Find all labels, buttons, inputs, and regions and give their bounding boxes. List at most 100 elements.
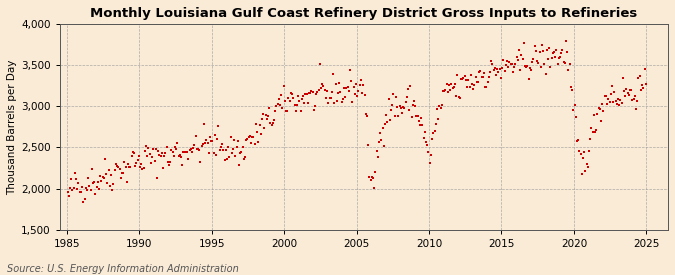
Point bbox=[379, 144, 389, 148]
Point bbox=[86, 167, 97, 172]
Point bbox=[422, 142, 433, 147]
Point bbox=[91, 185, 102, 189]
Point bbox=[431, 122, 441, 126]
Point bbox=[105, 183, 115, 188]
Point bbox=[595, 119, 606, 123]
Point bbox=[253, 140, 264, 144]
Point bbox=[585, 137, 595, 141]
Point bbox=[442, 90, 453, 94]
Point bbox=[287, 92, 298, 96]
Point bbox=[413, 119, 424, 123]
Point bbox=[330, 81, 341, 86]
Point bbox=[516, 53, 526, 57]
Point bbox=[180, 150, 190, 154]
Point bbox=[306, 88, 317, 93]
Point bbox=[352, 94, 362, 98]
Point bbox=[256, 117, 267, 121]
Point bbox=[211, 153, 221, 157]
Point bbox=[433, 116, 443, 121]
Point bbox=[394, 104, 405, 108]
Point bbox=[445, 88, 456, 92]
Point bbox=[622, 90, 633, 95]
Point bbox=[364, 175, 375, 179]
Point bbox=[279, 98, 290, 103]
Point bbox=[125, 165, 136, 170]
Point bbox=[62, 190, 73, 194]
Point bbox=[421, 140, 431, 144]
Point bbox=[347, 100, 358, 104]
Point bbox=[575, 152, 586, 156]
Point bbox=[336, 99, 347, 104]
Point bbox=[82, 188, 92, 192]
Point bbox=[113, 165, 124, 170]
Point bbox=[520, 64, 531, 68]
Point bbox=[457, 77, 468, 81]
Point bbox=[111, 162, 122, 166]
Point bbox=[214, 147, 225, 152]
Point bbox=[554, 56, 564, 60]
Point bbox=[618, 89, 629, 93]
Point bbox=[313, 88, 324, 92]
Point bbox=[134, 164, 145, 169]
Point bbox=[402, 94, 412, 99]
Point bbox=[163, 163, 174, 167]
Point bbox=[472, 80, 483, 84]
Point bbox=[508, 70, 518, 74]
Point bbox=[398, 104, 408, 109]
Point bbox=[375, 130, 385, 135]
Point bbox=[312, 90, 323, 94]
Point bbox=[100, 157, 111, 162]
Point bbox=[244, 134, 255, 138]
Point bbox=[171, 147, 182, 152]
Point bbox=[404, 108, 414, 112]
Point bbox=[393, 114, 404, 118]
Point bbox=[134, 153, 144, 158]
Point bbox=[535, 65, 546, 69]
Point bbox=[67, 188, 78, 192]
Point bbox=[219, 158, 230, 162]
Point bbox=[638, 86, 649, 90]
Point bbox=[286, 90, 296, 95]
Point bbox=[305, 91, 316, 95]
Point bbox=[365, 178, 376, 182]
Point bbox=[283, 95, 294, 100]
Point bbox=[435, 106, 446, 111]
Point bbox=[593, 106, 604, 110]
Point bbox=[97, 174, 108, 179]
Point bbox=[300, 92, 310, 96]
Point bbox=[502, 59, 512, 63]
Point bbox=[209, 151, 219, 156]
Point bbox=[231, 145, 242, 149]
Point bbox=[483, 75, 494, 79]
Point bbox=[292, 103, 302, 107]
Point bbox=[385, 117, 396, 122]
Point bbox=[626, 88, 637, 92]
Point bbox=[173, 154, 184, 158]
Point bbox=[190, 133, 201, 138]
Point bbox=[567, 88, 578, 93]
Point bbox=[120, 165, 131, 169]
Point bbox=[260, 112, 271, 117]
Point bbox=[560, 61, 570, 65]
Point bbox=[224, 155, 235, 159]
Point bbox=[207, 139, 218, 143]
Point bbox=[550, 55, 561, 59]
Point bbox=[290, 109, 301, 113]
Point bbox=[503, 65, 514, 70]
Point bbox=[73, 181, 84, 185]
Point bbox=[382, 120, 393, 124]
Point bbox=[356, 78, 367, 82]
Point bbox=[589, 113, 599, 117]
Point bbox=[103, 168, 114, 172]
Point bbox=[616, 101, 627, 106]
Point bbox=[166, 147, 177, 152]
Point bbox=[130, 164, 140, 169]
Point bbox=[322, 89, 333, 94]
Point bbox=[197, 142, 208, 146]
Point bbox=[220, 147, 231, 152]
Point bbox=[282, 109, 293, 113]
Point bbox=[293, 94, 304, 98]
Point bbox=[437, 89, 448, 94]
Point bbox=[84, 184, 95, 189]
Point bbox=[353, 88, 364, 93]
